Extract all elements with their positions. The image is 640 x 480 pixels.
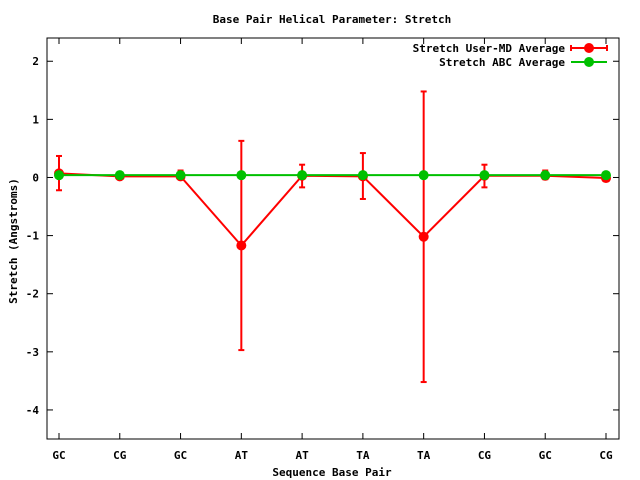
data-point — [357, 170, 368, 181]
x-tick-label: GC — [52, 449, 65, 462]
data-point — [601, 170, 611, 181]
legend-key-user-md — [570, 43, 608, 53]
y-tick-label: 2 — [32, 55, 39, 68]
data-point — [540, 170, 551, 181]
legend-label-abc: Stretch ABC Average — [439, 56, 565, 69]
x-tick-label: TA — [356, 449, 370, 462]
data-point — [175, 170, 186, 181]
data-point — [297, 170, 308, 181]
series — [54, 90, 611, 384]
data-point — [54, 170, 64, 181]
x-tick-label: AT — [235, 449, 249, 462]
x-tick-label: CG — [113, 449, 127, 462]
x-tick-label: AT — [295, 449, 309, 462]
data-point — [236, 240, 247, 251]
x-axis-label: Sequence Base Pair — [272, 466, 392, 479]
y-tick-label: -1 — [26, 230, 40, 243]
data-point — [114, 170, 125, 181]
data-point — [479, 170, 490, 181]
chart-title: Base Pair Helical Parameter: Stretch — [213, 13, 451, 26]
y-tick-label: 1 — [32, 113, 39, 126]
legend-marker — [584, 43, 594, 53]
data-point — [418, 231, 429, 242]
y-tick-label: -4 — [26, 404, 40, 417]
legend-marker — [584, 57, 594, 67]
data-point — [418, 170, 429, 181]
x-tick-label: GC — [539, 449, 552, 462]
plot-frame — [46, 37, 620, 440]
y-axis-label: Stretch (Angstroms) — [7, 178, 20, 304]
legend-label-user-md: Stretch User-MD Average — [413, 42, 566, 55]
legend: Stretch User-MD Average Stretch ABC Aver… — [413, 42, 608, 69]
legend-key-abc — [571, 57, 607, 67]
ticks: -4 -3 -2 -1 0 1 2 GC CG GC AT AT TA TA CG GC CG — [26, 38, 619, 462]
series-1 — [54, 170, 611, 181]
x-tick-label: TA — [417, 449, 431, 462]
data-point — [236, 170, 247, 181]
y-tick-label: -2 — [26, 288, 39, 301]
series-0 — [54, 90, 611, 384]
y-tick-label: -3 — [26, 346, 39, 359]
x-tick-label: CG — [478, 449, 492, 462]
x-tick-label: GC — [174, 449, 187, 462]
x-tick-label: CG — [599, 449, 613, 462]
y-tick-label: 0 — [32, 171, 39, 184]
series-line — [58, 172, 607, 247]
